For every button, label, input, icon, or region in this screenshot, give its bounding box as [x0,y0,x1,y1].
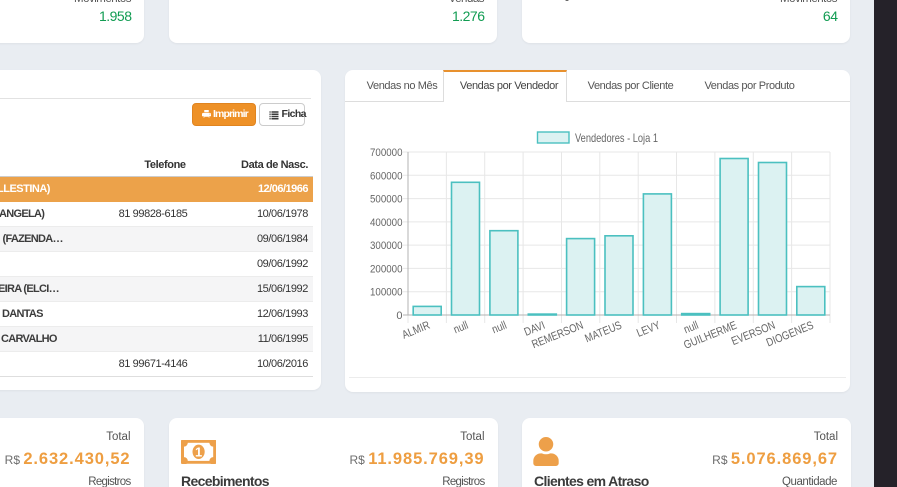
svg-text:200000: 200000 [370,263,403,275]
svg-text:400000: 400000 [370,217,403,229]
svg-text:500000: 500000 [370,194,403,206]
svg-text:700000: 700000 [370,147,403,159]
svg-text:1: 1 [194,444,201,459]
svg-text:ALMIR: ALMIR [401,320,432,342]
svg-text:null: null [490,320,508,337]
svg-text:MATEUS: MATEUS [583,320,624,346]
svg-text:null: null [682,320,700,337]
svg-text:null: null [452,320,470,337]
svg-text:LEVY: LEVY [635,320,662,340]
svg-text:100000: 100000 [370,287,403,299]
svg-text:0: 0 [396,310,402,322]
svg-text:600000: 600000 [370,170,403,182]
svg-text:Vendedores - Loja 1: Vendedores - Loja 1 [575,131,658,145]
svg-text:300000: 300000 [370,240,403,252]
